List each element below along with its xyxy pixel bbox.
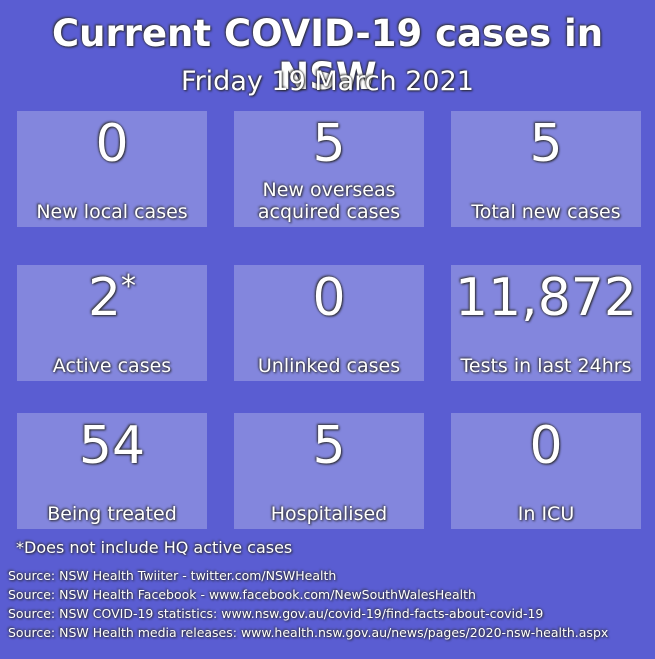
stat-tile: 5 Total new cases xyxy=(451,111,641,227)
title: Current COVID-19 cases in NSW xyxy=(51,12,604,98)
source-line: Source: NSW Health Twiiter - twitter.com… xyxy=(8,568,337,583)
footnote: *Does not include HQ active cases xyxy=(16,538,293,557)
stat-label: Total new cases xyxy=(471,201,621,223)
stat-number: 5 xyxy=(312,114,346,174)
stat-tile: 11,872 Tests in last 24hrs xyxy=(451,265,641,381)
stat-label: In ICU xyxy=(517,503,575,525)
source-line: Source: NSW Health Facebook - www.facebo… xyxy=(8,587,476,602)
stat-label: Unlinked cases xyxy=(257,355,401,377)
stat-tile: 54 Being treated xyxy=(17,413,207,529)
stat-value: 0 xyxy=(17,113,207,175)
stat-tile: 5 New overseas acquired cases xyxy=(234,111,424,227)
stat-value: 5 xyxy=(451,113,641,175)
stat-number: 0 xyxy=(312,268,346,328)
stat-tile: 0 New local cases xyxy=(17,111,207,227)
stat-value: 5 xyxy=(234,113,424,175)
stat-number: 11,872 xyxy=(455,268,637,328)
stat-number: 2 xyxy=(87,268,122,328)
date: Friday 19 March 2021 xyxy=(181,66,474,97)
stat-number: 0 xyxy=(529,416,563,476)
stat-label: Hospitalised xyxy=(270,503,388,525)
stat-tile: 0 In ICU xyxy=(451,413,641,529)
stat-label: Tests in last 24hrs xyxy=(460,355,632,377)
stat-value: 0 xyxy=(451,415,641,477)
stat-label: Being treated xyxy=(47,503,177,525)
stat-number: 5 xyxy=(312,416,346,476)
source-line: Source: NSW Health media releases: www.h… xyxy=(8,625,609,640)
source-line: Source: NSW COVID-19 statistics: www.nsw… xyxy=(8,606,544,621)
stat-number: 54 xyxy=(78,416,146,476)
stat-tile: 0 Unlinked cases xyxy=(234,265,424,381)
stat-number: 5 xyxy=(529,114,563,174)
stat-number: 0 xyxy=(95,114,129,174)
stat-value: 2* xyxy=(17,267,207,329)
stat-value: 11,872 xyxy=(451,267,641,329)
stat-tile: 2* Active cases xyxy=(17,265,207,381)
stat-value: 0 xyxy=(234,267,424,329)
stat-label: New overseas acquired cases xyxy=(257,179,401,223)
stat-marker: * xyxy=(121,269,137,304)
stat-tile: 5 Hospitalised xyxy=(234,413,424,529)
stat-value: 5 xyxy=(234,415,424,477)
stat-value: 54 xyxy=(17,415,207,477)
stat-label: New local cases xyxy=(36,201,188,223)
stat-label: Active cases xyxy=(52,355,172,377)
